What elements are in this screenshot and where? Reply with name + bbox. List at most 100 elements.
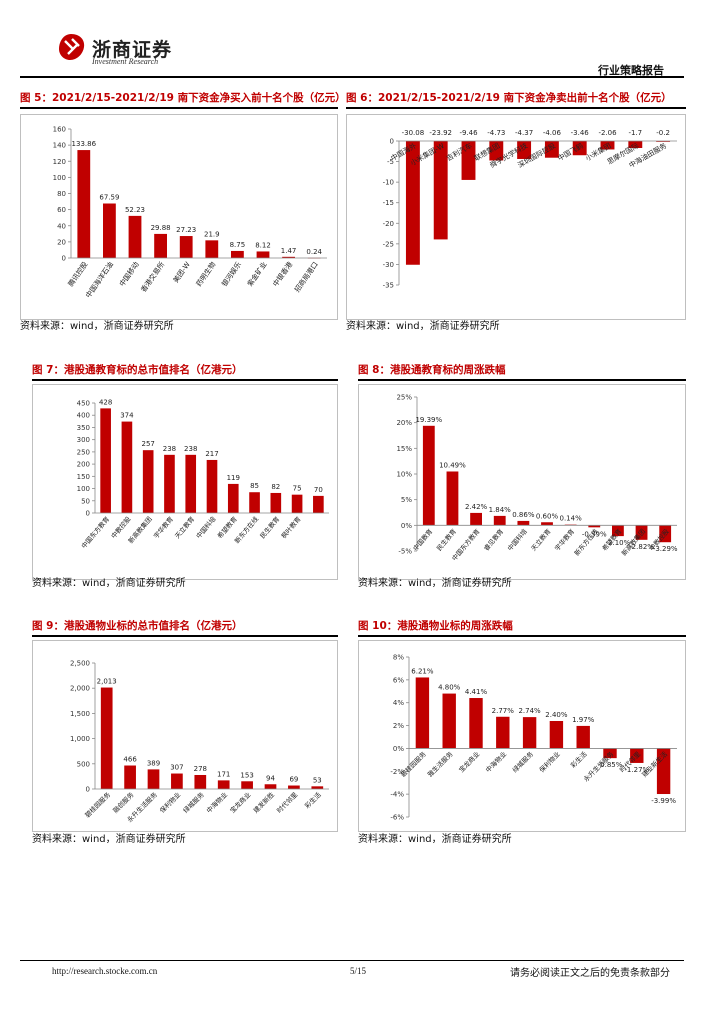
fig6-bar — [405, 141, 420, 265]
fig6-bar — [489, 141, 504, 161]
fig7-y-tick-label: 350 — [77, 424, 90, 432]
fig9-bar — [288, 785, 300, 789]
fig5-category-label: 腾讯控股 — [66, 260, 89, 288]
fig6-bar — [461, 141, 476, 180]
fig10-y-tick-label: -4% — [390, 791, 404, 799]
fig10-bar — [630, 748, 644, 763]
fig9-value-label: 466 — [123, 756, 137, 764]
fig8-category-label: 睿见教育 — [482, 526, 506, 552]
fig9-bar — [100, 687, 113, 789]
figure-5-chart-box: 0 20 40 60 80 100 120 140 160 133.86 腾讯控股 67.59 中国海洋… — [20, 114, 338, 320]
figure-7: 图 7：港股通教育标的总市值排名（亿港元） 0 50 100 150 200 250 300… — [32, 362, 338, 594]
fig9-bar — [171, 773, 183, 789]
fig6-bar — [517, 141, 532, 159]
fig6-value-label: -4.73 — [487, 129, 505, 137]
fig8-y-tick-label: 5% — [401, 496, 412, 504]
fig10-value-label: -3.99% — [651, 797, 676, 805]
fig8-value-label: -0.39% — [582, 530, 607, 538]
company-name-cn: 浙商证券 — [92, 39, 173, 61]
fig5-value-label: 52.23 — [125, 206, 145, 214]
fig9-value-label: 153 — [240, 771, 253, 779]
figure-9-title-rule — [32, 635, 338, 637]
fig5-bar — [77, 150, 91, 258]
fig8-bar — [493, 515, 506, 526]
fig5-value-label: 133.86 — [72, 140, 97, 148]
fig10-y-tick-label: 2% — [393, 722, 404, 730]
fig10-y-tick-label: -6% — [390, 814, 404, 822]
fig8-bar — [541, 522, 553, 526]
fig6-y-tick-label: -10 — [383, 179, 394, 187]
company-name-en: Investment Research — [92, 57, 159, 66]
fig10-category-label: 碧桂园服务 — [398, 749, 428, 779]
footer-rule — [20, 960, 684, 961]
fig6-value-label: -1.7 — [628, 129, 642, 137]
fig10-category-label: 彩生活 — [568, 749, 589, 770]
fig10-bar — [522, 717, 537, 749]
fig10-bar — [469, 698, 483, 749]
figure-7-title: 图 7：港股通教育标的总市值排名（亿港元） — [32, 364, 243, 376]
fig7-category-label: 中国科培 — [194, 514, 218, 540]
fig5-y-tick-label: 120 — [53, 158, 66, 166]
fig8-y-tick-label: -5% — [398, 548, 412, 556]
fig10-value-label: 6.21% — [411, 667, 434, 675]
figure-9-chart-box: 0 500 1,000 1,500 2,000 2,500 2,013 碧桂园服务 466 融创服… — [32, 640, 338, 832]
fig5-value-label: 67.59 — [99, 194, 119, 202]
fig5-value-label: 21.9 — [204, 230, 220, 238]
fig10-value-label: 4.80% — [438, 684, 461, 692]
fig7-value-label: 85 — [250, 482, 259, 490]
fig6-y-tick-label: -25 — [383, 240, 394, 248]
fig6-bar — [628, 141, 643, 148]
fig7-y-tick-label: 200 — [77, 461, 90, 469]
fig9-bar — [264, 784, 277, 789]
fig8-y-tick-label: 15% — [396, 445, 412, 453]
fig5-value-label: 1.47 — [281, 247, 297, 255]
fig7-value-label: 82 — [271, 483, 280, 491]
fig5-y-tick-label: 100 — [53, 174, 66, 182]
fig9-y-tick-label: 500 — [77, 760, 90, 768]
fig5-y-tick-label: 60 — [57, 206, 66, 214]
fig9-bar — [217, 780, 230, 789]
fig8-bar — [588, 525, 601, 528]
figure-8-chart-box: -5% 0% 5% 10% 15% 20% 25% 19.39% 中国教育 10.49% 民生教育 2… — [358, 384, 686, 580]
fig8-value-label: -2.82% — [629, 543, 654, 551]
figure-10-title: 图 10：港股通物业标的周涨跌幅 — [358, 620, 513, 632]
fig10-bar — [603, 748, 617, 759]
fig7-y-tick-label: 150 — [77, 473, 90, 481]
figure-10: 图 10：港股通物业标的周涨跌幅 -6% -4% -2% 0% 2% 4% 6% 8% 6.21… — [358, 618, 686, 850]
fig7-category-label: 民生教育 — [258, 514, 282, 540]
fig7-bar — [291, 494, 303, 513]
fig5-bar — [256, 251, 270, 258]
fig6-y-tick-label: 0 — [390, 138, 394, 146]
fig9-category-label: 保利物业 — [158, 790, 183, 815]
fig7-category-label: 天立教育 — [173, 514, 197, 540]
fig9-bar — [241, 781, 253, 789]
fig7-value-label: 238 — [184, 445, 197, 453]
fig8-category-label: 天立教育 — [529, 526, 553, 552]
fig10-y-tick-label: 0% — [393, 745, 404, 753]
fig10-value-label: 1.97% — [572, 716, 595, 724]
fig5-y-tick-label: 140 — [53, 142, 66, 150]
fig8-bar — [659, 525, 672, 543]
fig8-value-label: -3.29% — [653, 545, 678, 553]
fig7-y-tick-label: 300 — [77, 436, 90, 444]
fig7-bar — [249, 492, 260, 513]
fig10-value-label: 2.74% — [518, 707, 541, 715]
fig10-bar — [576, 725, 590, 749]
fig8-category-label: 宇华教育 — [553, 526, 577, 552]
figure-8-title-rule — [358, 379, 686, 381]
footer-disclaimer: 请务必阅读正文之后的免责条款部分 — [510, 968, 670, 979]
fig9-category-label: 彩生活 — [303, 790, 324, 811]
fig7-category-label: 中国东方教育 — [79, 514, 111, 550]
fig9-category-label: 中海物业 — [204, 790, 229, 815]
footer-url-link[interactable]: http://research.stocke.com.cn — [52, 966, 158, 976]
fig6-y-tick-label: -5 — [387, 158, 394, 166]
fig5-bar — [128, 215, 142, 258]
fig9-y-tick-label: 1,000 — [70, 735, 90, 743]
fig10-category-label: 绿城服务 — [510, 749, 535, 774]
fig6-y-tick-label: -35 — [383, 282, 394, 290]
fig6-y-tick-label: -30 — [383, 261, 394, 269]
fig9-category-label: 绿城服务 — [181, 790, 206, 815]
figure-7-chart: 0 50 100 150 200 250 300 350 400 450 428 中国东方教育 374 中… — [77, 398, 329, 550]
fig10-y-tick-label: 8% — [393, 654, 404, 662]
fig6-value-label: -2.06 — [598, 129, 617, 137]
